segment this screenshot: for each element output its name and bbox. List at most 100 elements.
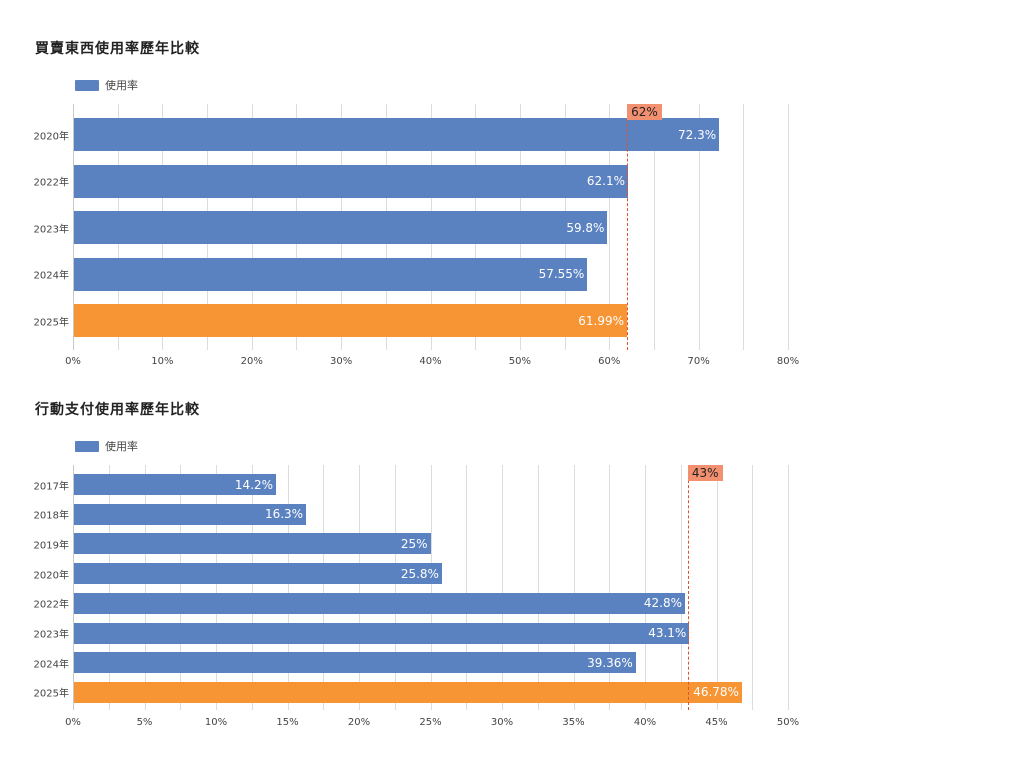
reference-line-badge: 62%	[627, 104, 662, 120]
bar-value-label: 14.2%	[234, 477, 274, 492]
plot-area: 0% 10% 20% 30% 40% 50% 60% 70% 80% 2020年 72.3% 2022…	[34, 104, 799, 367]
category-label: 2025年	[33, 317, 69, 328]
reference-line-badge: 43%	[687, 465, 723, 481]
y-axis-line	[73, 104, 74, 350]
x-tick-label: 50%	[508, 356, 531, 367]
gridline	[502, 465, 503, 710]
bar-value-label: 43.1%	[648, 626, 687, 640]
bar[interactable]: 42.8%	[74, 592, 686, 614]
x-tick-label: 5%	[136, 717, 153, 728]
gridline	[323, 465, 325, 710]
bar-value-label: 46.78%	[693, 685, 739, 700]
gridline	[609, 104, 611, 350]
x-tick-label: 60%	[598, 356, 621, 367]
gridline	[180, 465, 182, 710]
bar[interactable]: 57.55%	[74, 257, 588, 291]
category-label: 2024年	[33, 659, 69, 671]
gridline	[680, 465, 682, 710]
x-tick-label: 0%	[65, 717, 81, 728]
bar[interactable]: 59.8%	[74, 211, 608, 244]
bar[interactable]: 25%	[74, 533, 431, 555]
bar[interactable]: 25.8%	[74, 563, 442, 585]
category-label: 2023年	[33, 629, 69, 641]
bar-value-label: 62.1%	[586, 174, 626, 188]
gridline	[752, 465, 754, 710]
bar[interactable]: 62.1%	[74, 164, 629, 198]
category-label: 2017年	[33, 481, 69, 492]
bar-value-label: 59.8%	[566, 220, 605, 235]
x-tick-label: 15%	[276, 717, 299, 728]
gridline	[743, 104, 745, 350]
gridline	[287, 465, 289, 710]
gridline	[108, 465, 110, 710]
bar-value-label: 57.55%	[538, 267, 585, 281]
x-tick-label: 80%	[776, 356, 800, 367]
bar[interactable]: 43.1%	[74, 622, 690, 644]
bar[interactable]: 72.3%	[74, 118, 720, 151]
category-label: 2019年	[33, 540, 69, 552]
legend[interactable]: 使用率	[75, 438, 138, 454]
bar-value-label: 72.3%	[678, 127, 717, 142]
reference-line	[627, 104, 629, 350]
x-tick-label: 10%	[151, 356, 174, 367]
x-tick-label: 20%	[347, 717, 371, 728]
category-label: 2020年	[33, 131, 69, 142]
category-label: 2020年	[33, 570, 69, 582]
x-tick-label: 35%	[562, 717, 585, 728]
gridline	[251, 465, 253, 710]
reference-line	[687, 465, 689, 710]
x-tick-label: 40%	[419, 356, 442, 367]
gridline	[788, 465, 789, 710]
bar-value-label: 42.8%	[643, 596, 683, 611]
x-tick-label: 10%	[204, 717, 228, 728]
gridline	[466, 465, 468, 710]
gridline	[359, 465, 360, 710]
x-tick-label: 40%	[633, 717, 657, 728]
y-axis-line	[73, 465, 74, 710]
gridline	[216, 465, 217, 710]
gridline	[573, 465, 575, 710]
gridline	[609, 465, 611, 710]
legend-label: 使用率	[105, 79, 138, 92]
x-tick-label: 70%	[687, 356, 710, 367]
x-tick-label: 50%	[776, 717, 800, 728]
plot-area: 0% 5% 10% 15% 20% 25% 30% 35% 40% 45% 50% 2017年 14.2…	[34, 465, 799, 728]
gridline	[788, 104, 789, 350]
bar-value-label: 25%	[400, 536, 428, 551]
bar[interactable]: 39.36%	[74, 652, 636, 674]
gridline	[144, 465, 146, 710]
bar-highlighted[interactable]: 46.78%	[74, 681, 742, 703]
gridline	[716, 465, 718, 710]
legend-swatch	[75, 440, 99, 452]
bar-highlighted[interactable]: 61.99%	[74, 304, 628, 337]
category-label: 2023年	[33, 224, 69, 235]
gridline	[430, 465, 432, 710]
category-label: 2022年	[33, 177, 69, 189]
legend-label: 使用率	[105, 440, 138, 453]
gridline	[698, 104, 700, 350]
category-label: 2024年	[33, 270, 69, 282]
category-label: 2022年	[33, 599, 69, 611]
chart-title: 行動支付使用率歷年比較	[35, 402, 200, 418]
gridline	[394, 465, 396, 710]
x-tick-label: 25%	[419, 717, 442, 728]
bar[interactable]: 14.2%	[74, 474, 277, 495]
chart-title: 買賣東西使用率歷年比較	[35, 41, 200, 57]
x-tick-label: 30%	[490, 717, 514, 728]
x-tick-label: 0%	[65, 356, 81, 367]
bar-value-label: 25.8%	[400, 566, 439, 581]
bar[interactable]: 16.3%	[74, 503, 307, 525]
bar-value-label: 39.36%	[587, 655, 633, 670]
x-tick-label: 20%	[240, 356, 263, 367]
gridline	[653, 104, 655, 350]
bar-value-label: 16.3%	[264, 507, 304, 522]
category-label: 2018年	[33, 510, 69, 522]
x-tick-label: 30%	[330, 356, 353, 367]
legend[interactable]: 使用率	[75, 77, 138, 93]
x-tick-label: 45%	[705, 717, 728, 728]
gridline	[537, 465, 539, 710]
bar-value-label: 61.99%	[578, 313, 625, 328]
category-label: 2025年	[33, 688, 69, 700]
legend-swatch	[75, 79, 99, 91]
gridline	[645, 465, 646, 710]
